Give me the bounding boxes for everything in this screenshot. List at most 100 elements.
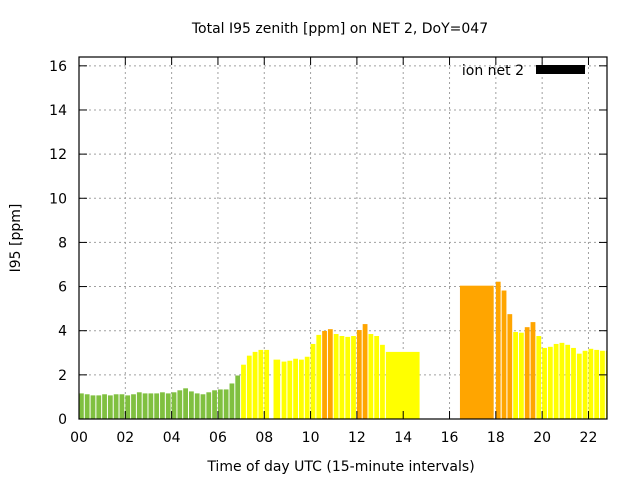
bar bbox=[229, 383, 235, 419]
bar bbox=[495, 281, 501, 419]
legend-swatch bbox=[536, 65, 585, 74]
bar bbox=[96, 395, 102, 419]
x-tick-label: 20 bbox=[533, 430, 551, 446]
bar bbox=[374, 336, 380, 419]
bar bbox=[125, 395, 131, 419]
y-tick-label: 10 bbox=[49, 191, 67, 207]
bar bbox=[136, 392, 142, 419]
bar bbox=[113, 394, 119, 419]
bar bbox=[345, 336, 351, 419]
y-tick-label: 16 bbox=[49, 59, 67, 75]
y-tick-label: 2 bbox=[58, 368, 67, 384]
bar bbox=[206, 392, 212, 419]
bar bbox=[241, 364, 246, 419]
y-tick-label: 6 bbox=[58, 280, 67, 296]
bar bbox=[576, 353, 582, 419]
x-tick-label: 12 bbox=[348, 430, 366, 446]
x-tick-label: 22 bbox=[580, 430, 598, 446]
bar bbox=[165, 393, 171, 419]
bars bbox=[79, 281, 607, 419]
bar bbox=[559, 342, 565, 419]
bar bbox=[90, 395, 96, 419]
bar bbox=[339, 336, 345, 419]
bar bbox=[582, 350, 588, 419]
bar bbox=[385, 351, 420, 419]
bar bbox=[142, 393, 148, 419]
y-tick-label: 14 bbox=[49, 103, 67, 119]
chart-title: Total I95 zenith [ppm] on NET 2, DoY=047 bbox=[191, 21, 488, 37]
legend-label: ion net 2 bbox=[462, 63, 524, 79]
bar bbox=[547, 346, 553, 419]
bar bbox=[264, 349, 270, 419]
y-axis-label: I95 [ppm] bbox=[8, 204, 24, 273]
bar bbox=[565, 344, 571, 419]
bar bbox=[588, 348, 594, 419]
bar bbox=[223, 389, 229, 419]
legend: ion net 2 bbox=[462, 63, 585, 79]
x-tick-label: 00 bbox=[70, 430, 88, 446]
bar bbox=[368, 334, 374, 419]
y-tick-label: 8 bbox=[58, 235, 67, 251]
x-tick-label: 02 bbox=[116, 430, 134, 446]
bar bbox=[459, 285, 494, 419]
bar bbox=[246, 355, 252, 419]
bar bbox=[310, 343, 316, 419]
bar bbox=[252, 351, 258, 419]
bar bbox=[287, 360, 293, 419]
bar bbox=[356, 330, 362, 419]
bar bbox=[293, 358, 298, 419]
bar bbox=[258, 349, 264, 419]
bar bbox=[183, 388, 188, 419]
x-tick-label: 08 bbox=[255, 430, 273, 446]
x-tick-label: 18 bbox=[487, 430, 505, 446]
bar bbox=[281, 361, 287, 419]
plot-frame bbox=[78, 56, 608, 420]
bar bbox=[299, 359, 304, 419]
bar bbox=[217, 389, 223, 419]
bar bbox=[553, 343, 559, 419]
bar bbox=[333, 334, 339, 419]
y-tick-label: 4 bbox=[58, 324, 67, 340]
bar bbox=[102, 394, 107, 419]
bar bbox=[600, 350, 605, 419]
x-tick-label: 04 bbox=[163, 430, 181, 446]
bar bbox=[189, 391, 194, 419]
bar bbox=[304, 356, 310, 419]
bar bbox=[594, 349, 600, 419]
bar bbox=[362, 324, 368, 419]
y-tick-label: 0 bbox=[58, 412, 67, 428]
bar bbox=[194, 393, 200, 419]
bar bbox=[119, 394, 125, 419]
bar bbox=[571, 347, 576, 419]
bar bbox=[501, 290, 507, 419]
bar bbox=[351, 336, 356, 419]
bar bbox=[327, 329, 333, 419]
bar bbox=[79, 393, 84, 419]
bar bbox=[200, 394, 206, 419]
bar bbox=[507, 314, 513, 419]
bar bbox=[316, 334, 322, 419]
x-tick-label: 16 bbox=[441, 430, 459, 446]
bar bbox=[171, 392, 177, 419]
bar bbox=[154, 393, 160, 419]
bar bbox=[536, 336, 542, 419]
bar bbox=[84, 394, 90, 419]
x-tick-label: 06 bbox=[209, 430, 227, 446]
bar bbox=[160, 392, 165, 419]
bar bbox=[519, 332, 524, 419]
bar bbox=[380, 344, 385, 419]
bar bbox=[542, 347, 547, 419]
bar bbox=[148, 393, 154, 419]
bar bbox=[273, 359, 281, 419]
bar bbox=[513, 332, 518, 419]
x-tick-label: 10 bbox=[302, 430, 320, 446]
bar bbox=[235, 375, 241, 419]
bar bbox=[524, 327, 530, 419]
bar bbox=[177, 390, 183, 419]
bar bbox=[107, 395, 113, 419]
x-axis-label: Time of day UTC (15-minute intervals) bbox=[206, 459, 474, 475]
x-tick-label: 14 bbox=[394, 430, 412, 446]
y-tick-label: 12 bbox=[49, 147, 67, 163]
